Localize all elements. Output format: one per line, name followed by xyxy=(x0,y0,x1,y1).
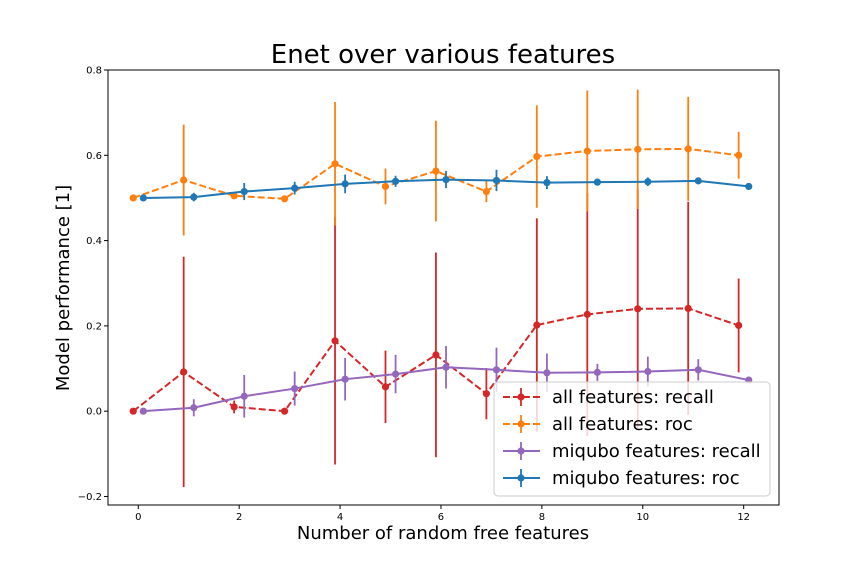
data-point xyxy=(634,145,642,153)
x-tick-label: 8 xyxy=(539,512,545,523)
data-point xyxy=(583,310,591,318)
data-point xyxy=(533,321,541,329)
y-axis-label: Model performance [1] xyxy=(53,185,74,391)
x-tick-label: 10 xyxy=(636,512,649,523)
data-point xyxy=(593,178,601,186)
legend-marker xyxy=(517,420,525,428)
data-point xyxy=(391,370,400,378)
y-tick-label: 0.0 xyxy=(86,407,102,418)
legend-box xyxy=(493,381,771,497)
data-point xyxy=(331,160,339,168)
y-tick-label: 0.2 xyxy=(86,321,102,332)
data-point xyxy=(280,407,289,415)
data-point xyxy=(139,407,147,415)
y-tick-label: −0.2 xyxy=(78,492,102,503)
data-point xyxy=(190,404,198,412)
data-point xyxy=(644,178,652,186)
data-point xyxy=(543,369,551,377)
data-point xyxy=(240,187,248,196)
data-point xyxy=(442,176,450,184)
data-point xyxy=(684,145,692,153)
chart-title: Enet over various features xyxy=(271,40,615,70)
series-3 xyxy=(139,169,753,202)
legend-label: miqubo features: roc xyxy=(552,468,740,489)
data-point xyxy=(694,177,702,185)
legend-marker xyxy=(517,474,525,482)
legend-item: all features: roc xyxy=(503,414,693,435)
data-point xyxy=(331,337,339,345)
legend-item: miqubo features: recall xyxy=(503,441,761,462)
axes-frame xyxy=(107,69,780,506)
data-point xyxy=(492,176,501,185)
data-point xyxy=(341,180,349,188)
data-point xyxy=(432,167,440,175)
x-tick-label: 4 xyxy=(337,512,343,523)
x-tick-label: 12 xyxy=(737,512,750,523)
x-tick-label: 0 xyxy=(135,512,141,523)
legend-label: all features: roc xyxy=(552,414,693,435)
data-point xyxy=(482,187,490,196)
data-point xyxy=(432,351,440,359)
series-1 xyxy=(129,89,743,236)
y-tick-label: 0.6 xyxy=(86,151,102,162)
data-point xyxy=(543,178,551,187)
data-point xyxy=(280,195,289,203)
data-point xyxy=(694,366,702,374)
legend-item: miqubo features: roc xyxy=(503,468,740,489)
y-tick-label: 0.4 xyxy=(86,236,102,247)
data-point xyxy=(341,375,349,383)
data-point xyxy=(139,194,147,202)
series-0 xyxy=(129,189,743,488)
data-point xyxy=(230,192,238,200)
plot-area: 0 2 4 6 8 10 12 −0.2 0.0 0.2 0.4 0.6 0.8 xyxy=(78,66,780,523)
data-point xyxy=(684,304,692,312)
data-point xyxy=(482,390,490,398)
data-point xyxy=(180,176,188,184)
data-point xyxy=(735,151,743,159)
data-point xyxy=(129,407,137,415)
data-point xyxy=(391,177,400,185)
data-point xyxy=(129,194,137,202)
data-point xyxy=(492,366,501,374)
data-point xyxy=(180,368,188,376)
data-point xyxy=(291,184,299,192)
data-point xyxy=(634,305,642,313)
legend-item: all features: recall xyxy=(503,387,714,408)
legend-label: miqubo features: recall xyxy=(552,441,761,462)
data-point xyxy=(644,367,652,376)
data-point xyxy=(230,403,238,411)
data-point xyxy=(291,384,299,393)
x-tick-label: 2 xyxy=(236,512,242,523)
legend: all features: recall all features: roc miq… xyxy=(493,381,771,497)
data-point xyxy=(593,368,601,376)
data-point xyxy=(533,152,541,161)
data-point xyxy=(381,182,390,191)
legend-marker xyxy=(517,393,525,401)
data-point xyxy=(735,321,743,330)
legend-label: all features: recall xyxy=(552,387,714,408)
data-point xyxy=(240,392,248,400)
y-tick-label: 0.8 xyxy=(86,66,102,77)
data-point xyxy=(583,147,591,155)
x-tick-label: 6 xyxy=(438,512,444,523)
data-point xyxy=(381,383,390,391)
legend-marker xyxy=(517,447,525,455)
x-axis-label: Number of random free features xyxy=(297,523,589,544)
data-point xyxy=(190,193,198,201)
data-point xyxy=(745,182,753,191)
data-point xyxy=(442,363,450,371)
